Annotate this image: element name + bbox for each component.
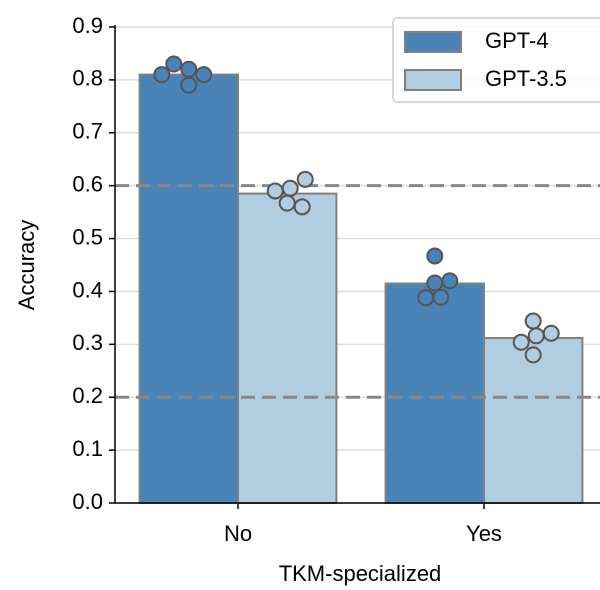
data-point [195, 66, 213, 84]
y-tick-label: 0.2 [72, 383, 103, 408]
data-point [417, 289, 435, 307]
bar [138, 73, 240, 504]
data-point [180, 76, 198, 94]
x-axis-label: TKM-specialized [279, 561, 442, 586]
data-point [524, 346, 542, 364]
y-tick-label: 0.8 [72, 66, 103, 91]
legend-label: GPT-4 [485, 28, 549, 53]
data-point [266, 182, 284, 200]
y-tick-label: 0.7 [72, 119, 103, 144]
y-tick-label: 0.5 [72, 224, 103, 249]
y-tick-label: 0.4 [72, 277, 103, 302]
data-point [524, 312, 542, 330]
data-point [527, 327, 545, 345]
x-tick-label: Yes [466, 521, 502, 546]
data-point [426, 274, 444, 292]
data-point [432, 288, 450, 306]
y-tick-label: 0.0 [72, 489, 103, 514]
data-point [512, 333, 530, 351]
y-tick-label: 0.9 [72, 13, 103, 38]
data-point [153, 66, 171, 84]
bar [237, 192, 338, 504]
y-tick-label: 0.6 [72, 171, 103, 196]
y-tick-label: 0.3 [72, 330, 103, 355]
data-point [281, 179, 299, 197]
data-point [542, 324, 560, 342]
data-point [296, 170, 314, 188]
legend-swatch [404, 31, 462, 53]
legend-swatch [404, 69, 462, 91]
data-point [293, 198, 311, 216]
data-point [278, 194, 296, 212]
data-point [180, 60, 198, 78]
legend-label: GPT-3.5 [485, 66, 567, 91]
data-point [441, 272, 459, 290]
x-tick-label: No [224, 521, 252, 546]
y-tick-label: 0.1 [72, 436, 103, 461]
data-point [165, 55, 183, 73]
bar [384, 282, 486, 504]
data-point [426, 247, 444, 265]
y-axis-label: Accuracy [14, 220, 39, 310]
